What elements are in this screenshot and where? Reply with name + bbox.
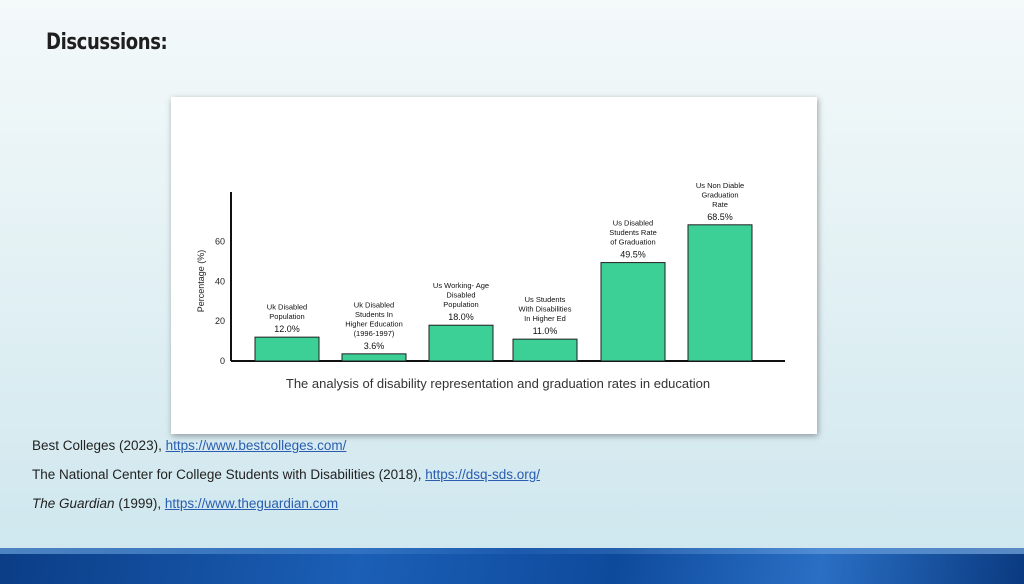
category-label: Graduation: [701, 190, 738, 199]
category-label: of Graduation: [610, 238, 655, 247]
y-tick-label: 20: [215, 316, 225, 326]
category-label: (1996-1997): [354, 329, 395, 338]
reference-3: The Guardian (1999), https://www.theguar…: [32, 496, 338, 511]
category-label: In Higher Ed: [524, 314, 566, 323]
reference-2: The National Center for College Students…: [32, 467, 540, 482]
bar: [687, 224, 753, 362]
y-tick-label: 60: [215, 237, 225, 247]
reference-3-italic: The Guardian: [32, 496, 115, 511]
chart-card: 0 20 40 60 Percentage (%) 12.0% Uk Disabled Pop…: [171, 97, 817, 434]
value-label: 11.0%: [533, 326, 558, 336]
slide-title: Discussions:: [46, 30, 168, 55]
value-label: 18.0%: [448, 312, 474, 322]
category-label: Us Non Diable: [696, 181, 744, 190]
bar: [341, 353, 407, 362]
reference-2-link[interactable]: https://dsq-sds.org/: [425, 467, 541, 482]
chart-title: The analysis of disability representatio…: [286, 376, 710, 391]
reference-3-text: (1999),: [114, 496, 165, 511]
reference-1-link[interactable]: https://www.bestcolleges.com/: [165, 438, 347, 453]
category-label: Us Disabled: [613, 219, 653, 228]
category-label: Students Rate: [609, 228, 657, 237]
category-label: Disabled: [446, 291, 475, 300]
bar: [428, 324, 494, 362]
category-label: Rate: [712, 200, 728, 209]
bar: [254, 336, 320, 362]
bar: [600, 262, 666, 362]
category-label: Students In: [355, 310, 393, 319]
value-label: 49.5%: [620, 250, 646, 260]
category-label: Higher Education: [345, 319, 403, 328]
y-axis-label: Percentage (%): [196, 250, 206, 313]
y-tick-label: 40: [215, 276, 225, 286]
value-label: 3.6%: [364, 341, 385, 351]
category-label: With Disabilities: [519, 305, 572, 314]
category-label: Population: [443, 300, 478, 309]
y-tick-label: 0: [220, 356, 225, 366]
category-label: Uk Disabled: [267, 303, 307, 312]
bar: [512, 338, 578, 362]
category-label: Uk Disabled: [354, 300, 394, 309]
category-label: Us Students: [525, 295, 566, 304]
reference-1-text: Best Colleges (2023),: [32, 438, 166, 453]
category-label: Population: [269, 312, 304, 321]
value-label: 12.0%: [274, 324, 300, 334]
value-label: 68.5%: [707, 212, 733, 222]
reference-2-text: The National Center for College Students…: [32, 467, 426, 482]
reference-1: Best Colleges (2023), https://www.bestco…: [32, 438, 346, 453]
reference-3-link[interactable]: https://www.theguardian.com: [164, 496, 339, 511]
footer-band: [0, 548, 1024, 584]
category-label: Us Working- Age: [433, 281, 489, 290]
